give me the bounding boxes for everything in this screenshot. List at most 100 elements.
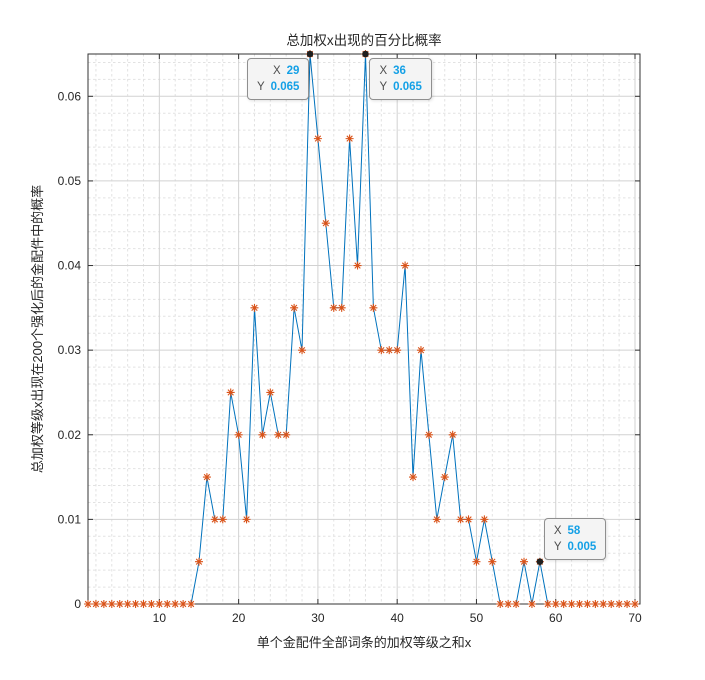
data-point-marker [440,473,449,482]
data-point-marker [194,557,203,566]
datatip-x-label: X [379,65,388,77]
data-point-marker [115,600,124,608]
data-point-marker [266,388,275,397]
datatip-row-y: Y 0.065 [379,79,421,95]
data-point-marker [623,600,632,608]
y-axis-label: 总加权等级x出现在200个强化后的金配件中的概率 [30,185,45,473]
svg-text:10: 10 [153,611,167,625]
data-point-marker [345,134,354,143]
data-point-marker [147,600,156,608]
data-markers[interactable] [84,50,640,608]
data-point-marker [385,346,394,355]
data-point-marker [472,557,481,566]
data-point-marker [107,600,116,608]
svg-text:0: 0 [74,597,81,611]
svg-text:70: 70 [628,611,642,625]
data-point-marker [432,515,441,524]
svg-text:50: 50 [470,611,484,625]
datatip-row-y: Y 0.065 [257,79,299,95]
data-point-marker [226,388,235,397]
data-point-marker [187,600,196,608]
data-point-marker [139,600,148,608]
datatip-x-value: 36 [393,65,406,77]
data-point-marker [496,600,505,608]
data-point-marker [551,600,560,608]
data-point-marker [401,261,410,270]
data-point-marker [84,600,92,608]
datatip-y-label: Y [553,540,562,553]
data-point-marker [353,261,362,270]
data-point-marker [258,430,267,439]
data-point-marker [250,303,259,312]
datatip-x36[interactable]: X 36 Y 0.065 [369,58,432,100]
data-point-marker [337,303,346,312]
y-tick-labels: 0 0.01 0.02 0.03 0.04 0.05 0.06 [58,89,82,611]
data-point-marker [567,600,576,608]
datatip-x58[interactable]: X 58 Y 0.005 [543,517,607,560]
datatip-y-label: Y [379,81,388,93]
data-point-marker [599,600,608,608]
data-point-marker [607,600,616,608]
datatip-y-value: 0.065 [270,81,300,93]
svg-text:0.04: 0.04 [58,259,82,273]
datatip-anchor-dots[interactable] [306,50,544,565]
data-point-marker [234,430,243,439]
data-point-marker [424,430,433,439]
svg-text:0.06: 0.06 [58,89,82,103]
datatip-x29[interactable]: X 29 Y 0.065 [246,58,310,100]
data-point-marker [409,473,418,482]
data-point-marker [171,600,180,608]
data-point-marker [583,600,592,608]
datatip-x-value: 58 [567,524,581,537]
datatip-x-value: 29 [286,65,300,77]
data-point-marker [456,515,465,524]
svg-text:60: 60 [549,611,563,625]
datatip-x-label: X [272,65,281,77]
data-point-marker [369,303,378,312]
datatip-x-label: X [553,524,562,537]
datatip-row-y: Y 0.005 [554,539,596,555]
data-point-marker [155,600,164,608]
datatip-y-value: 0.065 [393,81,422,93]
data-point-marker [615,600,624,608]
data-point-marker [591,600,600,608]
data-point-marker [448,430,457,439]
datatip-row-x: X 58 [554,523,596,539]
data-point-marker [290,303,299,312]
data-point-marker [377,346,386,355]
data-point-marker [520,557,529,566]
data-point-marker [543,600,552,608]
data-point-marker [575,600,584,608]
data-point-marker [179,600,188,608]
data-point-marker [321,219,330,228]
x-axis-label: 单个金配件全部词条的加权等级之和x [257,635,472,650]
data-point-marker [123,600,132,608]
data-point-marker [393,346,402,355]
datatip-row-x: X 29 [257,63,299,79]
data-point-marker [527,600,536,608]
data-point-marker [210,515,219,524]
chart-title: 总加权x出现的百分比概率 [286,32,441,48]
svg-text:0.01: 0.01 [58,512,82,526]
datatip-y-value: 0.005 [567,540,597,553]
svg-text:20: 20 [232,611,246,625]
datatip-y-label: Y [256,81,265,93]
data-point-marker [480,515,489,524]
grid-minor [88,54,640,604]
data-point-marker [202,473,211,482]
svg-text:30: 30 [311,611,325,625]
data-point-marker [99,600,108,608]
data-point-marker [298,346,307,355]
data-point-marker [512,600,521,608]
svg-text:0.02: 0.02 [58,428,82,442]
grid-major [88,54,640,604]
datatip-row-x: X 36 [379,63,421,79]
data-point-marker [163,600,172,608]
svg-text:0.03: 0.03 [58,343,82,357]
svg-text:40: 40 [390,611,404,625]
data-point-marker [313,134,322,143]
data-point-marker [131,600,140,608]
data-point-marker [329,303,338,312]
